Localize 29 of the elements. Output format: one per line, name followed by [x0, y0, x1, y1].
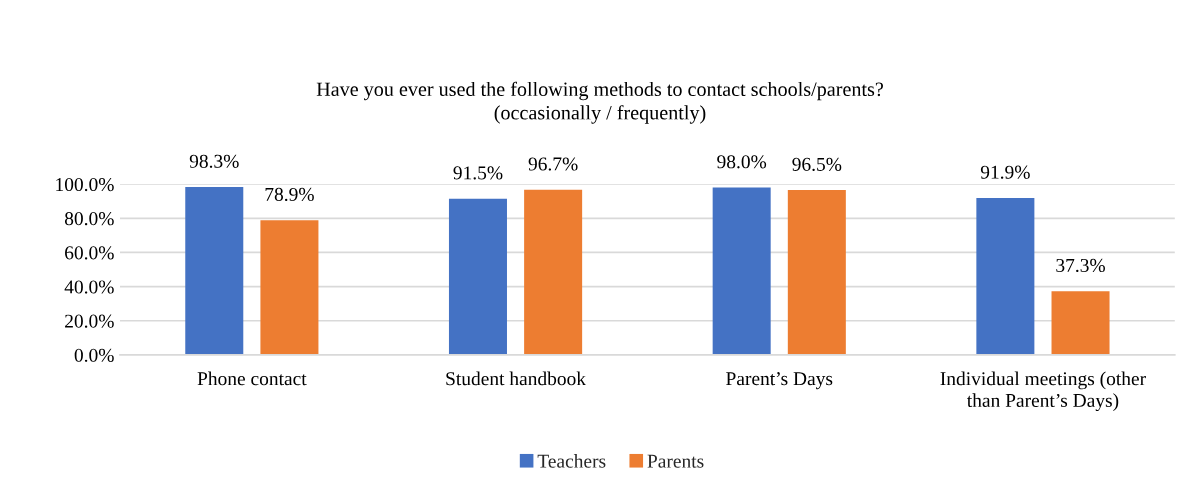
y-tick-label: 80.0%	[64, 212, 114, 226]
data-label: 91.9%	[980, 165, 1030, 179]
y-tick-label: 60.0%	[65, 246, 114, 260]
bar	[260, 220, 319, 355]
data-label: 98.3%	[189, 154, 239, 168]
data-label: 37.3%	[1056, 258, 1105, 273]
data-label: 78.9%	[265, 187, 314, 202]
x-tick-label: Parent’s Days	[726, 372, 833, 390]
y-tick-label: 20.0%	[65, 314, 114, 328]
x-tick-label: Individual meetings (other than Parent’s Days)	[940, 371, 1146, 412]
chart-title: Have you ever used the following methods to contact schools/parents? (occasionally / frequently)	[316, 81, 883, 124]
bar	[448, 198, 507, 355]
x-tick-label: Phone contact	[197, 371, 307, 386]
bar	[524, 189, 583, 355]
x-tick-label: Student handbook	[446, 371, 587, 386]
data-label: 98.0%	[717, 155, 767, 169]
bar	[976, 197, 1035, 355]
y-tick-label: 100.0%	[56, 177, 114, 192]
data-label: 91.5%	[453, 166, 503, 180]
bar	[185, 187, 244, 355]
bar	[787, 190, 846, 355]
y-tick-label: 40.0%	[64, 280, 114, 294]
legend-label: Teachers	[537, 454, 606, 468]
y-tick-label: 0.0%	[74, 348, 114, 362]
data-label: 96.5%	[792, 157, 842, 171]
bar	[1051, 291, 1110, 355]
bar	[712, 187, 771, 355]
data-label: 96.7%	[528, 157, 578, 171]
legend-label: Parents	[647, 454, 704, 468]
